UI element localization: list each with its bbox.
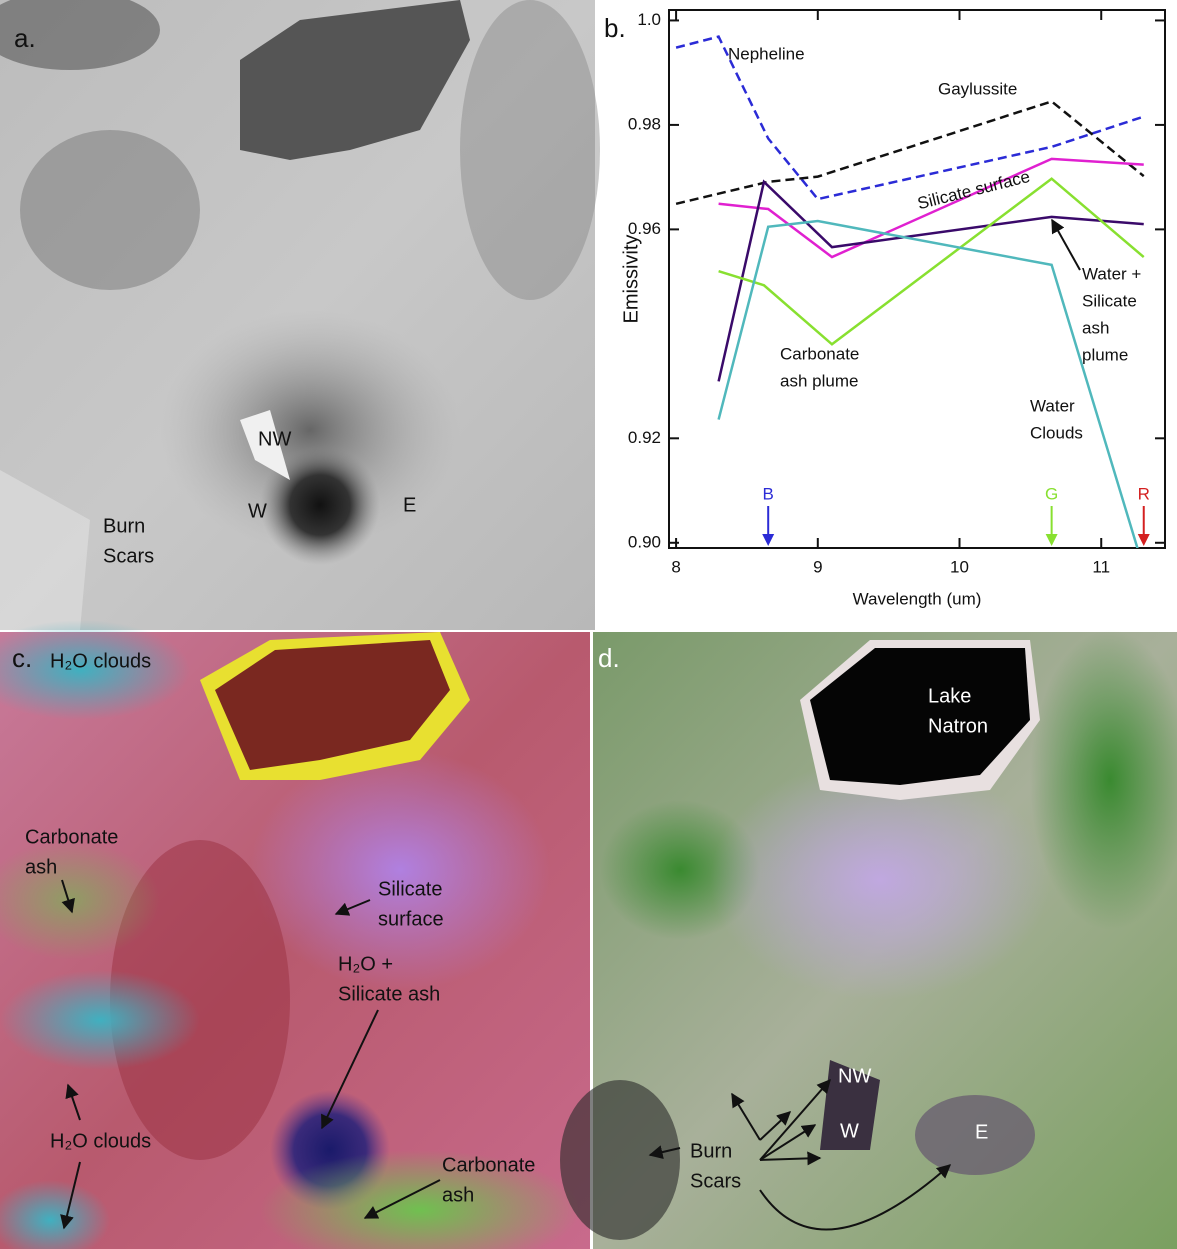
annotation: W: [840, 1120, 859, 1142]
chart-annotation: Carbonate: [780, 344, 859, 363]
annotation: W: [248, 500, 267, 522]
chart-annotation: Gaylussite: [938, 79, 1017, 98]
annotation: surface: [378, 908, 444, 930]
annotation: Burn: [103, 515, 145, 537]
y-tick-label: 0.92: [628, 428, 661, 447]
annotation: Scars: [690, 1170, 741, 1192]
x-tick-label: 10: [950, 557, 969, 576]
annotation: E: [975, 1121, 988, 1143]
chart-annotation: Clouds: [1030, 423, 1083, 442]
chart-annotation: Water +: [1082, 264, 1141, 283]
chart-annotation: Nepheline: [728, 44, 805, 63]
annotation: Burn: [690, 1140, 732, 1162]
y-tick-label: 0.98: [628, 114, 661, 133]
y-tick-label: 0.90: [628, 532, 661, 551]
band-label: R: [1138, 484, 1150, 503]
panel-label: b.: [604, 13, 626, 43]
x-axis-label: Wavelength (um): [853, 589, 982, 608]
annotation: H₂O clouds: [50, 650, 151, 672]
annotation: Silicate ash: [338, 983, 440, 1005]
band-label: G: [1045, 484, 1058, 503]
annotation: Scars: [103, 545, 154, 567]
annotation: H₂O clouds: [50, 1130, 151, 1152]
annotation: E: [403, 494, 416, 516]
annotation: Natron: [928, 715, 988, 737]
chart-annotation: ash: [1082, 318, 1109, 337]
annotation: H₂O +: [338, 953, 393, 975]
annotation: NW: [258, 428, 291, 450]
panel-label: a.: [14, 23, 36, 53]
annotation: ash: [442, 1184, 474, 1206]
x-tick-label: 9: [813, 557, 822, 576]
panel-a-image: [0, 0, 600, 630]
chart-annotation: ash plume: [780, 371, 858, 390]
x-tick-label: 11: [1092, 557, 1110, 576]
panel-label: d.: [598, 643, 620, 673]
chart-annotation: Silicate: [1082, 291, 1137, 310]
band-label: B: [763, 484, 774, 503]
y-axis-label: Emissivity: [620, 235, 642, 324]
y-tick-label: 1.0: [637, 10, 661, 29]
panel-label: c.: [12, 643, 32, 673]
chart-annotation: plume: [1082, 345, 1128, 364]
x-tick-label: 8: [671, 557, 680, 576]
annotation: Carbonate: [25, 826, 118, 848]
figure: a. NW W E Burn Scars c. H₂O clouds Carbonate ash S…: [0, 0, 1177, 1249]
annotation: Silicate: [378, 878, 442, 900]
annotation: ash: [25, 856, 57, 878]
annotation: Lake: [928, 685, 971, 707]
annotation: Carbonate: [442, 1154, 535, 1176]
panel-d-image: [560, 630, 1177, 1249]
chart-annotation: Water: [1030, 396, 1075, 415]
annotation: NW: [838, 1065, 871, 1087]
